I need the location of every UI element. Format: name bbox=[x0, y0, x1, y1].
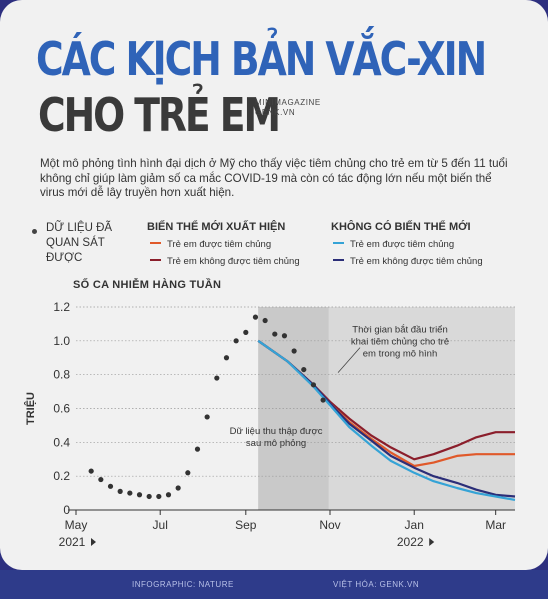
legend-item-new-vaccinated: Trẻ em được tiêm chủng bbox=[150, 239, 271, 250]
legend-item-new-unvaccinated: Trẻ em không được tiêm chủng bbox=[150, 256, 300, 267]
observed-data-point bbox=[310, 382, 317, 388]
observed-data-point bbox=[214, 375, 220, 381]
footer-source: INFOGRAPHIC: NATURE bbox=[132, 580, 234, 589]
year-arrow-icon bbox=[91, 538, 96, 546]
footer-translation: VIỆT HÓA: GENK.VN bbox=[333, 580, 420, 589]
x-tick-label: Mar bbox=[485, 518, 506, 532]
observed-data-point bbox=[165, 492, 172, 498]
legend-item-none-unvaccinated: Trẻ em không được tiêm chủng bbox=[333, 256, 483, 267]
observed-data-point bbox=[127, 490, 133, 496]
light-blue-line-icon bbox=[333, 242, 344, 245]
observed-data-point bbox=[291, 348, 297, 354]
brand-line-1: MINIMAGAZINE bbox=[255, 98, 321, 107]
observed-data-point bbox=[117, 488, 123, 494]
observed-data-point bbox=[243, 329, 249, 335]
observed-data-point bbox=[252, 314, 259, 320]
y-tick-label: 0.4 bbox=[53, 435, 70, 449]
navy-line-icon bbox=[333, 259, 344, 262]
observed-data-point bbox=[194, 446, 201, 452]
dark-red-line-icon bbox=[150, 259, 161, 262]
observed-data-point bbox=[107, 483, 114, 489]
x-tick-label: Nov bbox=[319, 518, 340, 532]
annotation-observed-after-simulation: Dữ liệu thu thập được sau mô phỏng bbox=[230, 426, 323, 449]
x-tick-label: Jul bbox=[153, 518, 168, 532]
observed-data-point bbox=[88, 468, 94, 474]
x-tick-label: Jan bbox=[405, 518, 424, 532]
weekly-cases-chart: 0 0.2 0.4 0.6 0.8 1.0 1.2 TRIỆU May 2021 Jul Sep Nov… bbox=[24, 300, 516, 549]
observed-dot-icon bbox=[32, 229, 37, 234]
y-tick-label: 0.2 bbox=[53, 469, 70, 483]
brand-line-2: GENK.VN bbox=[255, 108, 296, 117]
observed-data-point bbox=[136, 492, 143, 498]
x-tick-year-label: 2021 bbox=[59, 535, 86, 549]
orange-line-icon bbox=[150, 242, 161, 245]
x-tick-label: May bbox=[65, 518, 88, 532]
observed-data-point bbox=[301, 366, 307, 373]
chart-title: SỐ CA NHIỄM HÀNG TUẦN bbox=[73, 279, 222, 291]
legend-group-no-variant-title: KHÔNG CÓ BIẾN THỂ MỚI bbox=[331, 221, 471, 233]
legend-item-none-vaccinated: Trẻ em được tiêm chủng bbox=[333, 239, 454, 250]
x-tick-year-label: 2022 bbox=[397, 535, 424, 549]
observed-data-point bbox=[320, 397, 326, 403]
observed-data-point bbox=[233, 338, 239, 344]
y-axis-label: TRIỆU bbox=[24, 392, 37, 425]
observed-data-point bbox=[185, 470, 191, 476]
observed-data-point bbox=[272, 331, 278, 337]
observed-data-point bbox=[262, 317, 268, 324]
intro-text: Một mô phỏng tình hình đại dịch ở Mỹ cho… bbox=[40, 157, 508, 199]
annotation-vaccination-start: Thời gian bắt đầu triển khai tiêm chủng c… bbox=[351, 325, 449, 360]
y-tick-label: 1.0 bbox=[53, 334, 70, 348]
y-tick-label: 0 bbox=[63, 503, 70, 517]
y-tick-label: 1.2 bbox=[53, 300, 70, 314]
y-tick-label: 0.6 bbox=[53, 402, 70, 416]
title-line-1: CÁC KỊCH BẢN VẮC-XIN bbox=[36, 32, 487, 86]
annotation-leader-line bbox=[337, 347, 361, 373]
observed-data-point bbox=[223, 355, 230, 361]
x-tick-label: Sep bbox=[235, 518, 257, 532]
observed-data-point bbox=[281, 333, 288, 339]
observed-data-point bbox=[146, 493, 152, 500]
legend-observed-label: DỮ LIỆU ĐÃ QUAN SÁT ĐƯỢC bbox=[46, 222, 113, 264]
legend-group-new-variant-title: BIẾN THỂ MỚI XUẤT HIỆN bbox=[147, 221, 286, 233]
title-line-2: CHO TRẺ EM bbox=[38, 88, 281, 142]
observed-data-point bbox=[156, 493, 162, 500]
observed-data-point bbox=[175, 485, 181, 491]
footer-bar bbox=[0, 570, 548, 599]
y-tick-label: 0.8 bbox=[53, 368, 70, 382]
observed-data-point bbox=[98, 476, 104, 483]
infographic-card: CÁC KỊCH BẢN VẮC-XIN CHO TRẺ EM MINIMAGA… bbox=[0, 0, 548, 570]
observed-data-point bbox=[204, 414, 210, 420]
year-arrow-icon bbox=[429, 538, 435, 546]
